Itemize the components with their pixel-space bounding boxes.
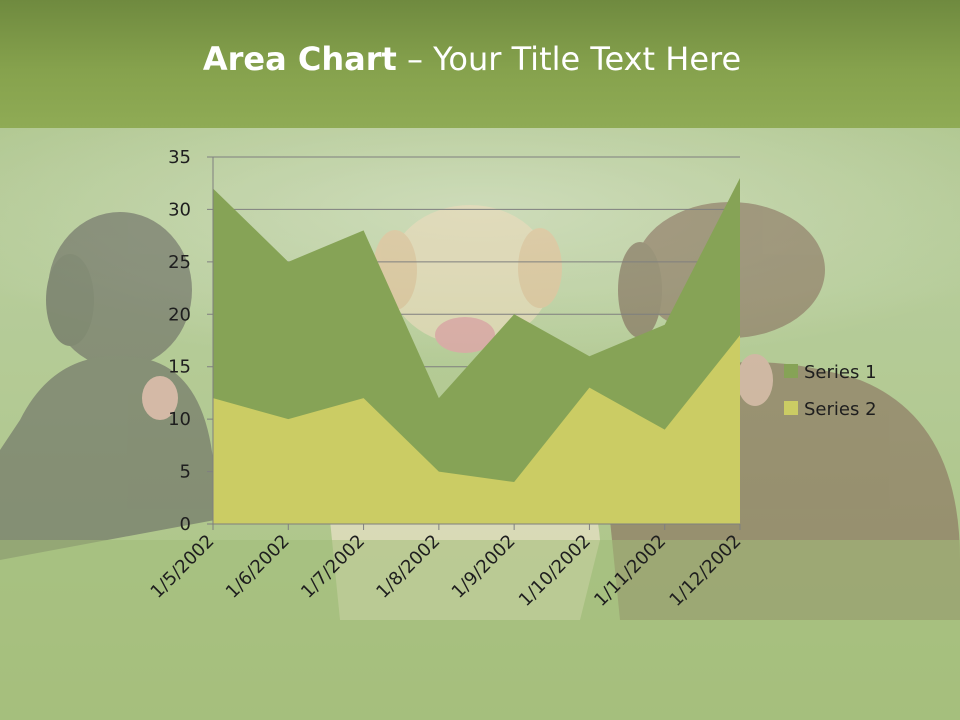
- x-tick-label: 1/8/2002: [372, 531, 444, 603]
- y-tick-label: 20: [168, 304, 191, 325]
- x-tick-label: 1/11/2002: [590, 531, 670, 611]
- x-tick-label: 1/7/2002: [297, 531, 369, 603]
- y-tick-label: 5: [180, 462, 191, 483]
- slide-title-rest: – Your Title Text Here: [396, 40, 742, 78]
- legend-label-series-2: Series 2: [804, 399, 877, 420]
- legend-swatch-series-1: [784, 364, 798, 378]
- axes: [207, 157, 741, 530]
- legend-label-series-1: Series 1: [804, 362, 877, 383]
- area-series-2: [213, 335, 740, 524]
- y-tick-label: 35: [168, 147, 191, 168]
- y-tick-label: 0: [180, 514, 191, 535]
- x-tick-label: 1/12/2002: [665, 531, 745, 611]
- legend: Series 1 Series 2: [784, 362, 877, 420]
- y-tick-label: 25: [168, 252, 191, 273]
- x-tick-label: 1/9/2002: [448, 531, 520, 603]
- slide-title-bold: Area Chart: [202, 40, 397, 78]
- x-tick-label: 1/10/2002: [515, 531, 595, 611]
- y-tick-label: 15: [168, 357, 191, 378]
- legend-swatch-series-2: [784, 401, 798, 415]
- black-dog-shape: [0, 212, 216, 560]
- x-tick-label: 1/6/2002: [222, 531, 294, 603]
- y-tick-label: 10: [168, 409, 191, 430]
- y-tick-label: 30: [168, 199, 191, 220]
- x-tick-labels: 1/5/2002 1/6/2002 1/7/2002 1/8/2002 1/9/2002…: [147, 531, 746, 611]
- x-tick-label: 1/5/2002: [147, 531, 219, 603]
- title-bar: [0, 0, 960, 128]
- series-areas: [213, 177, 740, 524]
- slide-title: Area Chart – Your Title Text Here: [0, 40, 944, 78]
- y-tick-labels: 0 5 10 15 20 25 30 35: [168, 147, 191, 535]
